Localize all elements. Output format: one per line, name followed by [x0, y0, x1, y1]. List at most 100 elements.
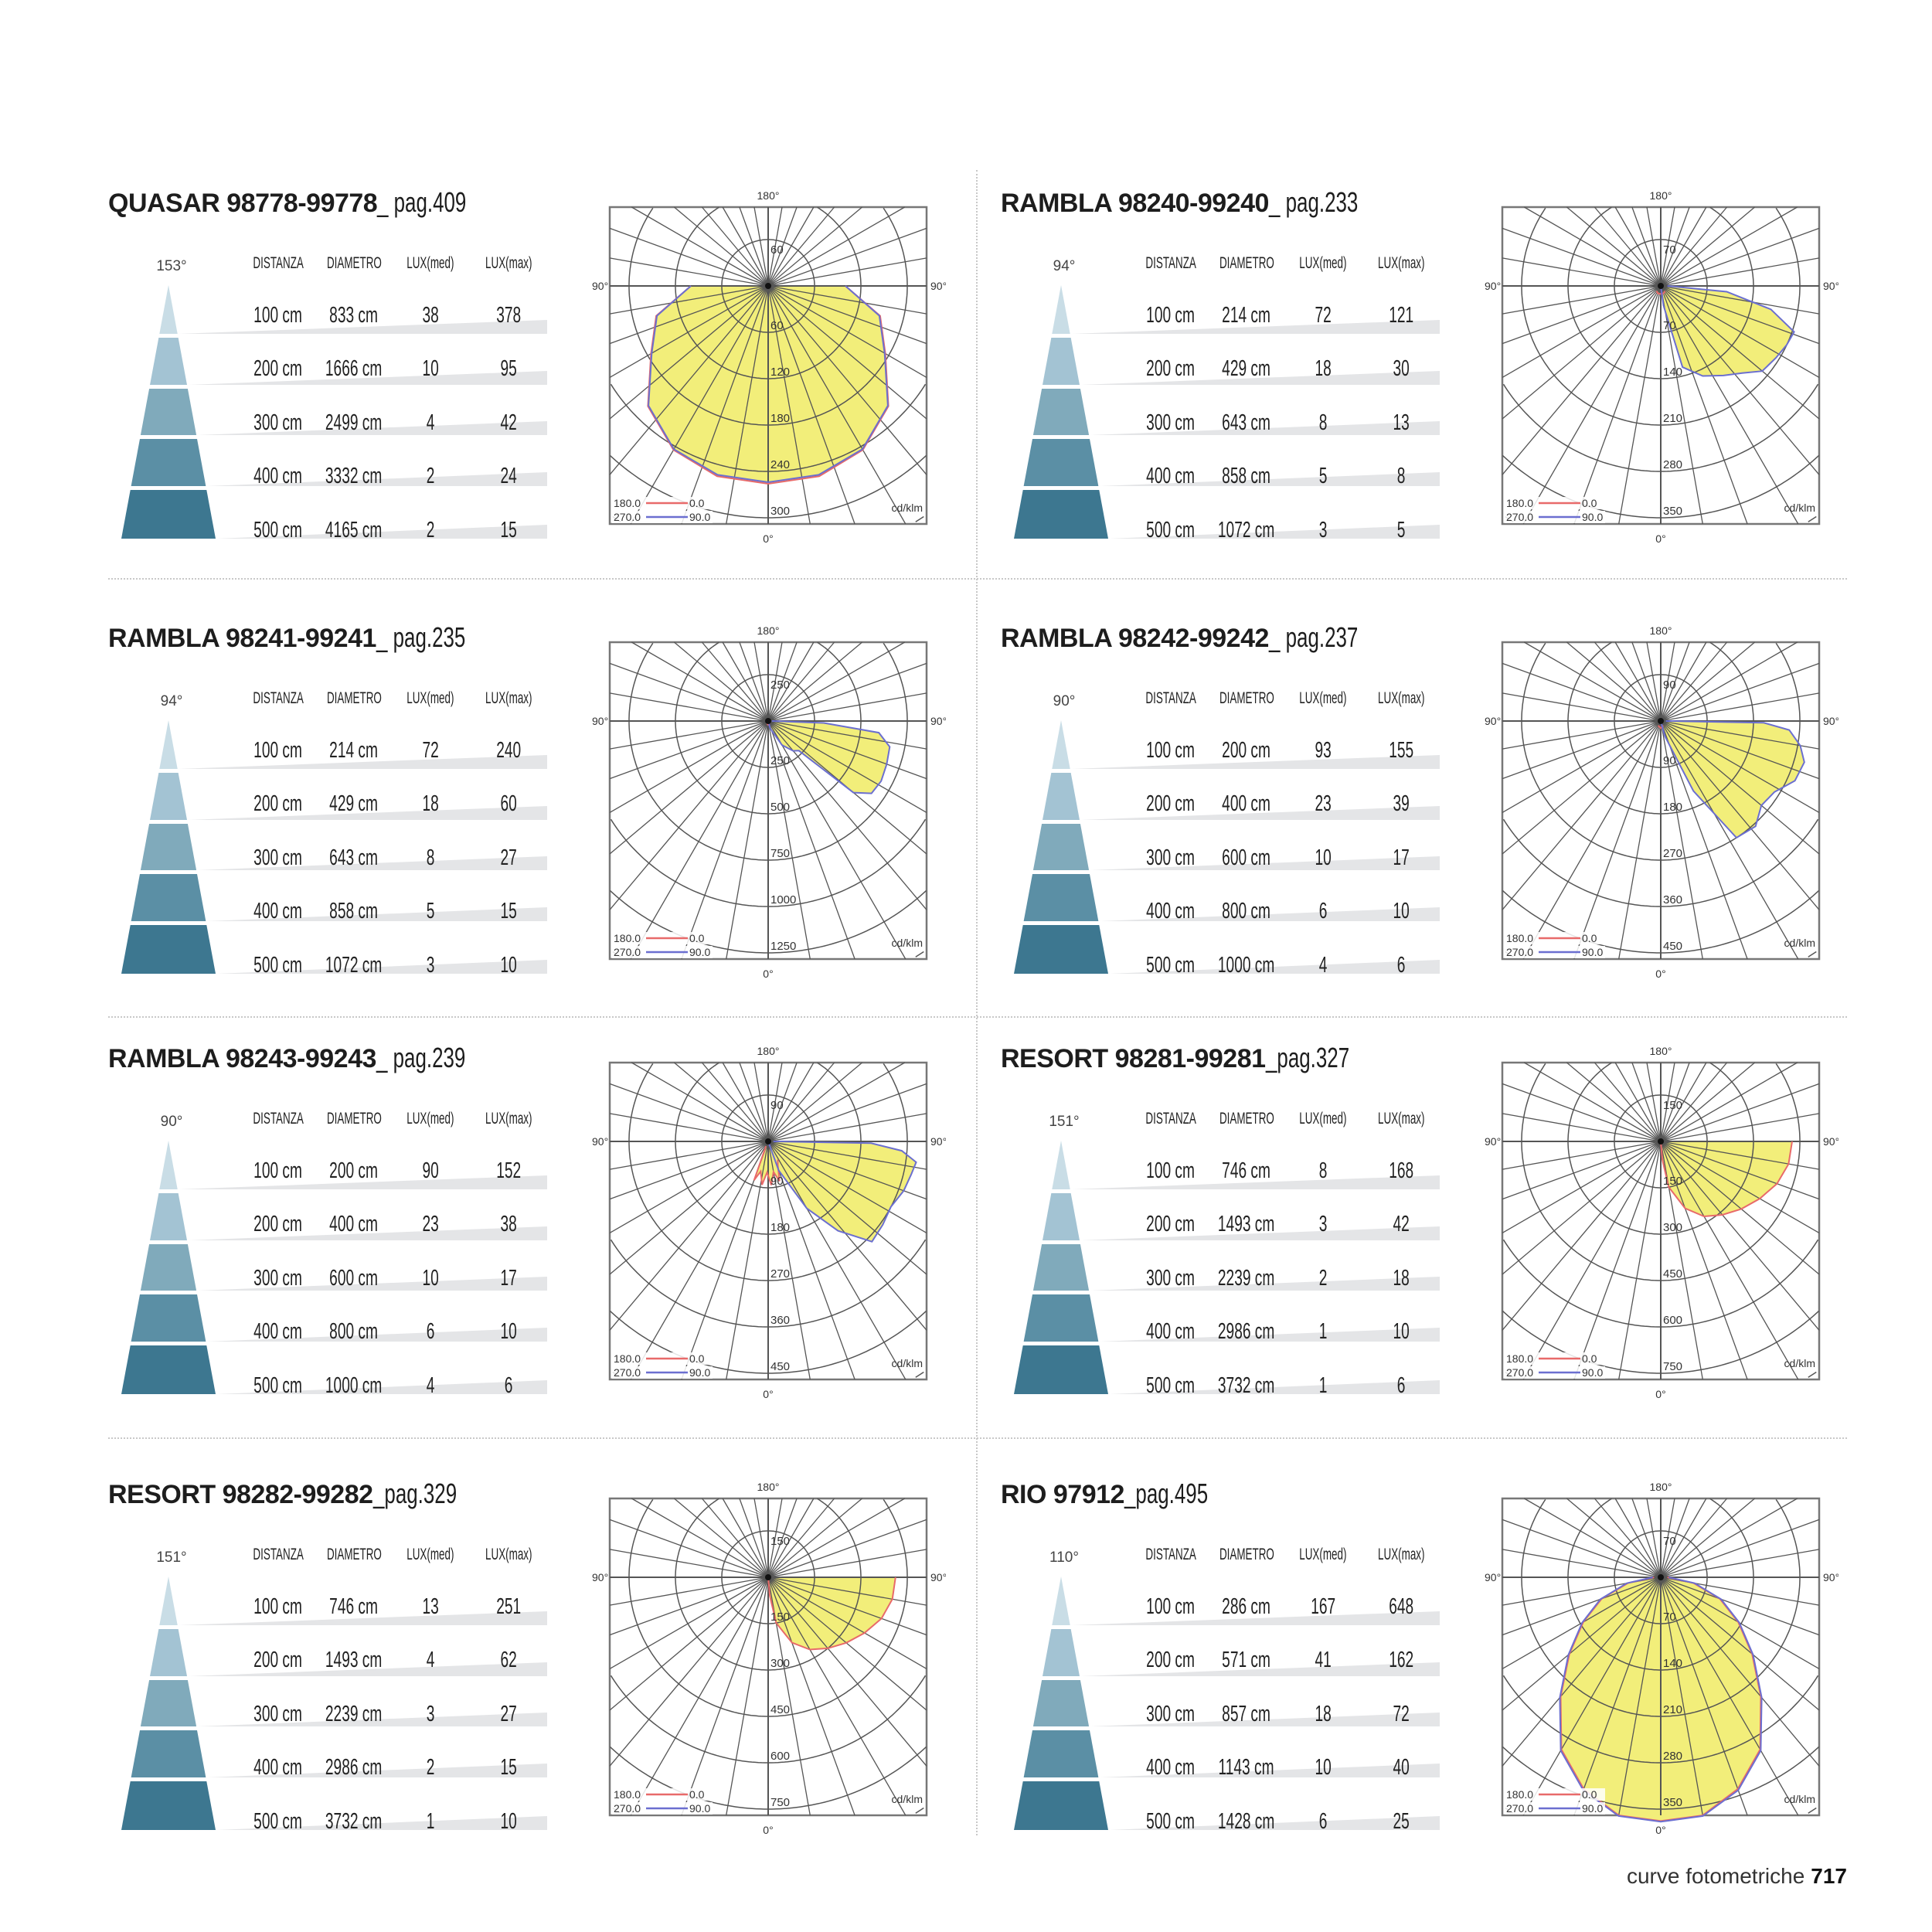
cone-segment: [140, 824, 197, 870]
column-header: LUX(med): [376, 253, 485, 274]
lux-med-cell: 1: [1269, 1318, 1377, 1345]
angle-gridline: [1522, 285, 1662, 525]
column-header: DISTANZA: [1117, 1109, 1225, 1129]
cell-value: 27: [500, 845, 517, 870]
angle-gridline: [767, 720, 927, 750]
angle-gridline: [1660, 206, 1728, 287]
column-header: LUX(max): [454, 253, 563, 274]
angle-label-right: 90°: [930, 280, 946, 292]
cell-value: 3332 cm: [325, 464, 383, 488]
unit-label: cd/klm: [1784, 937, 1815, 949]
cell-value: 10: [1315, 845, 1332, 870]
angle-gridline: [609, 1141, 769, 1275]
cell-value: 167: [1311, 1594, 1335, 1619]
cone-segment: [1023, 439, 1099, 486]
distance-wedge: [1090, 421, 1440, 435]
diameter-cell: 400 cm: [300, 1211, 408, 1237]
cell-value: 90: [422, 1158, 439, 1183]
cell-value: 23: [1315, 791, 1332, 816]
cell-value: 17: [500, 1266, 517, 1291]
lux-max-cell: 95: [454, 355, 563, 382]
light-source-point: [765, 283, 771, 289]
cell-value: 400 cm: [253, 464, 303, 488]
distance-cell: 300 cm: [224, 845, 332, 871]
legend-label: 90.0: [1582, 511, 1603, 523]
angle-gridline: [767, 641, 906, 722]
cell-value: 400 cm: [1146, 1755, 1196, 1780]
lux-med-cell: 3: [376, 1701, 485, 1727]
angle-gridline: [1660, 1577, 1820, 1636]
cell-value: 500 cm: [253, 1809, 303, 1834]
cell-value: 1428 cm: [1218, 1809, 1275, 1834]
cell-value: 152: [496, 1158, 521, 1183]
cell-value: 100 cm: [1146, 303, 1196, 328]
angle-label-left: 90°: [1485, 280, 1501, 292]
column-header-label: LUX(med): [406, 1546, 454, 1563]
cell-value: 500 cm: [253, 518, 303, 543]
column-header-label: LUX(med): [1299, 689, 1347, 707]
angle-label-left: 90°: [1485, 1135, 1501, 1148]
cell-value: 3732 cm: [1218, 1373, 1275, 1398]
page-footer: curve fotometriche 717: [1627, 1864, 1847, 1889]
angle-gridline: [722, 1498, 769, 1578]
panel-rio-97912: RIO 97912_pag.495 110° DISTANZA DIAMETRO LUX…: [1001, 1477, 1851, 1879]
angle-label-right: 90°: [930, 1571, 946, 1583]
angle-gridline: [767, 1577, 906, 1816]
angle-label-top: 180°: [757, 1481, 780, 1493]
ring-label: 60: [770, 319, 784, 332]
angle-gridline: [609, 285, 769, 420]
lux-max-cell: 152: [454, 1158, 563, 1184]
legend-label: 90.0: [689, 1802, 710, 1815]
ring-label: 90: [1663, 679, 1676, 692]
angle-label-bottom: 0°: [1655, 1388, 1665, 1400]
lux-max-cell: 27: [454, 1701, 563, 1727]
lux-med-cell: 6: [1269, 898, 1377, 924]
beam-cone-graphic: [1014, 1577, 1440, 1830]
cell-value: 251: [496, 1594, 521, 1619]
angle-gridline: [1618, 1141, 1662, 1380]
cell-value: 1000 cm: [325, 1373, 383, 1398]
product-title: RAMBLA 98241-99241 _ pag.235: [108, 621, 500, 655]
diameter-cell: 800 cm: [1192, 898, 1301, 924]
angle-gridline: [1660, 1498, 1690, 1578]
lux-max-cell: 6: [1347, 1372, 1455, 1399]
distance-cell: 300 cm: [224, 410, 332, 436]
cell-value: 100 cm: [1146, 1594, 1196, 1619]
legend-label: 270.0: [1506, 1802, 1533, 1815]
legend-entry: 270.0 90.0: [1505, 1802, 1605, 1815]
column-header: LUX(med): [376, 1545, 485, 1565]
angle-gridline: [1660, 206, 1690, 287]
legend-label: 270.0: [1506, 1366, 1533, 1379]
column-header: DIAMETRO: [300, 1545, 408, 1565]
lux-max-cell: 10: [1347, 1318, 1455, 1345]
intensity-ring: [675, 206, 862, 379]
angle-gridline: [1502, 720, 1662, 813]
angle-gridline: [1660, 720, 1748, 960]
distance-cell: 500 cm: [224, 1808, 332, 1835]
cell-value: 800 cm: [1222, 899, 1271, 923]
column-header: DISTANZA: [1117, 1545, 1225, 1565]
page-reference: _pag.495: [1124, 1478, 1209, 1509]
angle-label-top: 180°: [757, 1045, 780, 1057]
lux-med-cell: 10: [1269, 845, 1377, 871]
cell-value: 6: [426, 1319, 435, 1344]
column-header-label: DIAMETRO: [326, 1546, 382, 1563]
angle-gridline: [767, 1577, 927, 1711]
cell-value: 800 cm: [329, 1319, 379, 1344]
angle-gridline: [1631, 206, 1662, 287]
angle-gridline: [701, 206, 769, 287]
lux-med-cell: 38: [376, 302, 485, 328]
angle-gridline: [631, 1498, 769, 1578]
angle-gridline: [631, 206, 769, 287]
angle-gridline: [739, 641, 769, 722]
cell-value: 857 cm: [1222, 1702, 1271, 1726]
cell-value: 400 cm: [329, 1212, 379, 1236]
cell-value: 100 cm: [1146, 738, 1196, 763]
intensity-ring: [1502, 1675, 1819, 1764]
legend-entry: 180.0 0.0: [612, 1352, 713, 1365]
legend-label: 90.0: [1582, 1802, 1603, 1815]
intensity-ring: [675, 1498, 862, 1671]
lux-max-cell: 42: [454, 410, 563, 436]
column-header-label: DIAMETRO: [1219, 689, 1274, 707]
distance-cell: 500 cm: [224, 517, 332, 543]
